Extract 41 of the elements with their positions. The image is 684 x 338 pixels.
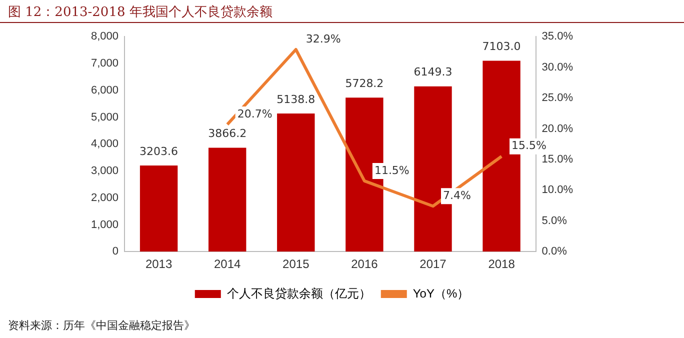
- bar: [140, 166, 178, 252]
- y2-tick-label: 30.0%: [542, 61, 574, 74]
- y2-tick-label: 5.0%: [542, 214, 568, 227]
- x-tick-label: 2018: [488, 257, 516, 272]
- data-label: 5728.2: [345, 77, 384, 90]
- y-tick-label: 5,000: [90, 111, 119, 124]
- data-label: 7103.0: [482, 40, 521, 54]
- y-tick-label: 4,000: [90, 138, 119, 150]
- x-tick-label: 2014: [214, 257, 242, 272]
- data-label: 7.4%: [442, 189, 471, 202]
- y2-tick-label: 0.0%: [542, 246, 568, 258]
- y2-tick-label: 10.0%: [542, 184, 574, 196]
- data-label: 5138.8: [276, 92, 316, 106]
- data-label: 3203.6: [140, 144, 178, 158]
- y2-tick-label: 15.0%: [542, 153, 574, 166]
- legend-label: 个人不良贷款余额（亿元）: [226, 286, 371, 300]
- bar: [208, 148, 246, 252]
- x-tick-label: 2017: [420, 257, 447, 272]
- y2-tick-label: 25.0%: [542, 92, 574, 104]
- y-tick-label: 8,000: [90, 30, 119, 43]
- y-tick-label: 6,000: [90, 84, 119, 96]
- bar: [277, 113, 315, 252]
- y2-tick-label: 20.0%: [542, 122, 574, 135]
- y-tick-label: 3,000: [90, 165, 119, 178]
- x-tick-label: 2016: [351, 257, 378, 272]
- data-label: 11.5%: [374, 164, 410, 177]
- y-tick-label: 2,000: [90, 192, 119, 204]
- data-label: 20.7%: [237, 107, 272, 120]
- y-tick-label: 1,000: [90, 218, 119, 231]
- legend-label: YoY（%）: [412, 286, 470, 300]
- x-tick-label: 2015: [282, 257, 310, 272]
- data-label: 3866.2: [208, 127, 247, 140]
- data-label: 6149.3: [414, 66, 452, 79]
- x-tick-label: 2013: [145, 257, 172, 272]
- y-tick-label: 0: [112, 246, 119, 258]
- y2-tick-label: 35.0%: [542, 30, 574, 43]
- text: 资料来源：历年《中国金融稳定报告》: [8, 318, 195, 333]
- data-label: 15.5%: [512, 139, 546, 152]
- data-label: 32.9%: [306, 32, 341, 46]
- y-tick-label: 7,000: [90, 58, 119, 70]
- chart-title: 图 12：2013-2018 年我国个人不良贷款余额: [8, 4, 272, 21]
